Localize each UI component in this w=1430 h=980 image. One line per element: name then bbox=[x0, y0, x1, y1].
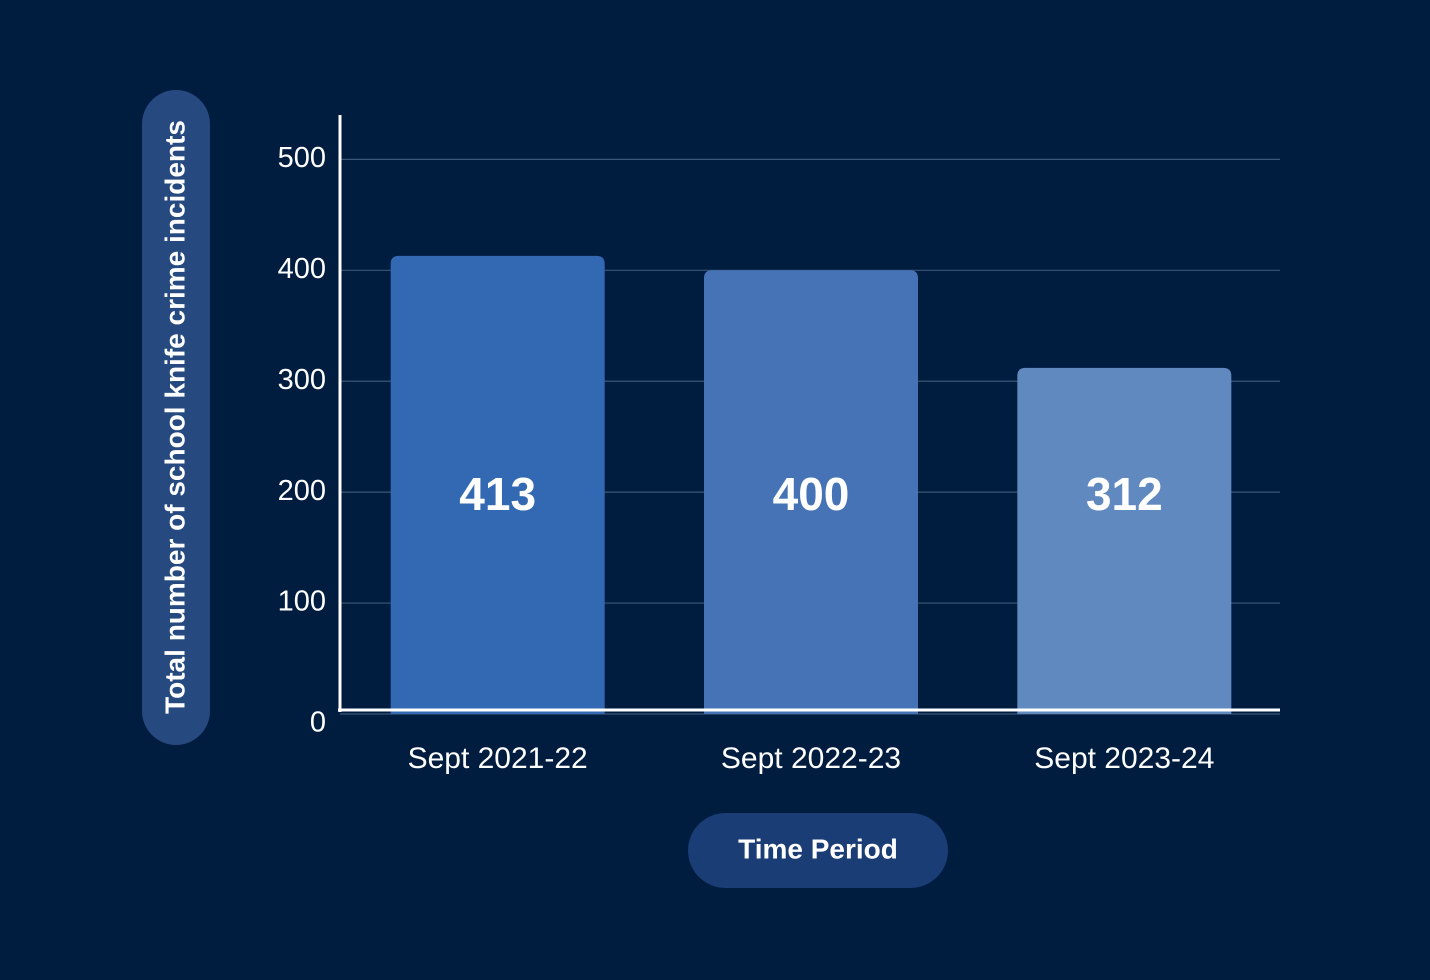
y-tick-label: 100 bbox=[278, 586, 326, 618]
value-label: 400 bbox=[773, 468, 850, 520]
x-tick-label: Sept 2022-23 bbox=[721, 742, 901, 775]
bars bbox=[390, 255, 1232, 715]
y-tick-label: 200 bbox=[278, 475, 326, 507]
bar bbox=[1017, 367, 1232, 714]
x-tick-label: Sept 2021-22 bbox=[408, 742, 588, 775]
y-tick-label: 500 bbox=[278, 142, 326, 174]
x-label-pill bbox=[688, 813, 948, 888]
y-tick-label: 300 bbox=[278, 364, 326, 396]
bar bbox=[390, 255, 605, 715]
y-tick-label: 0 bbox=[310, 707, 326, 739]
y-label-pill bbox=[142, 90, 210, 745]
x-axis-title: Time Period bbox=[738, 833, 898, 864]
value-label: 312 bbox=[1086, 468, 1163, 520]
y-axis-title: Total number of school knife crime incid… bbox=[159, 120, 190, 714]
x-tick-label: Sept 2023-24 bbox=[1034, 742, 1214, 775]
y-tick-label: 400 bbox=[278, 253, 326, 285]
bar bbox=[704, 270, 918, 714]
value-label: 413 bbox=[459, 468, 536, 520]
